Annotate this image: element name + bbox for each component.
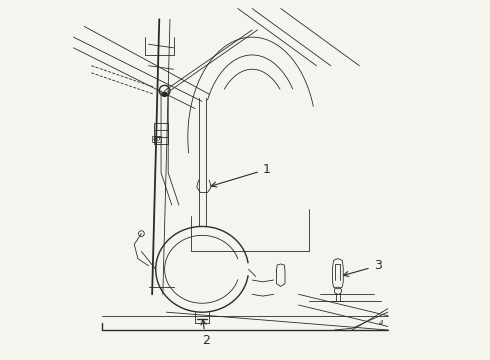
Text: 4: 4 [378,320,383,326]
Text: 3: 3 [343,259,382,276]
Bar [154,123,168,144]
Circle shape [163,92,167,96]
Text: 1: 1 [211,163,271,187]
Bar [152,136,161,143]
Text: 46: 46 [153,136,162,142]
Text: 2: 2 [201,320,210,347]
